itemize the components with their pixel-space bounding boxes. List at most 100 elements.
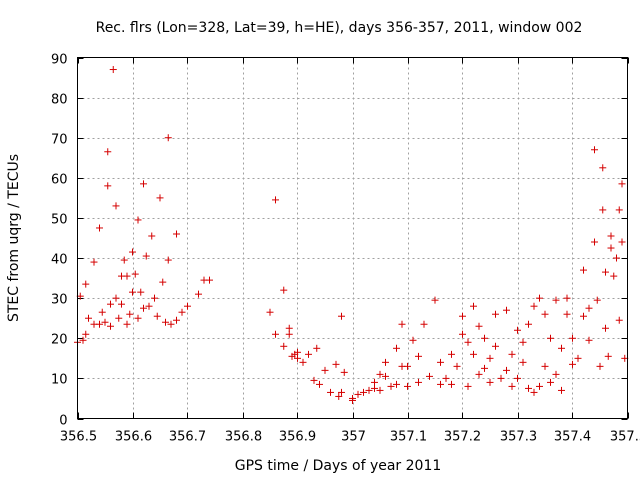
- data-point: [316, 380, 323, 388]
- data-point: [90, 258, 98, 266]
- y-tick-label: 40: [51, 253, 68, 268]
- x-tick-label: 356.7: [169, 430, 206, 445]
- data-point: [602, 324, 609, 332]
- data-point: [96, 224, 103, 232]
- axis-ticks: [77, 57, 629, 420]
- data-point: [607, 244, 615, 252]
- data-point: [459, 312, 466, 320]
- data-point: [591, 146, 598, 154]
- data-point: [547, 378, 554, 386]
- data-point: [129, 288, 136, 296]
- data-point: [415, 378, 422, 386]
- data-point: [604, 352, 612, 360]
- x-tick-label: 356.8: [225, 430, 262, 445]
- data-point: [349, 396, 356, 404]
- data-point: [142, 252, 150, 260]
- data-point: [431, 296, 439, 304]
- data-point: [82, 280, 90, 288]
- data-point: [338, 312, 345, 320]
- data-point: [104, 182, 112, 190]
- data-point: [541, 362, 549, 370]
- x-tick-label: 357.4: [554, 430, 591, 445]
- x-tick-label: 356.9: [279, 430, 316, 445]
- data-point: [299, 358, 307, 366]
- data-point: [112, 294, 120, 302]
- chart-title: Rec. flrs (Lon=328, Lat=39, h=HE), days …: [96, 20, 583, 36]
- data-point: [148, 232, 156, 240]
- data-point: [569, 334, 576, 342]
- data-point: [332, 360, 340, 368]
- x-tick-label: 356.6: [115, 430, 152, 445]
- data-point: [162, 318, 169, 326]
- data-point: [415, 352, 422, 360]
- data-point: [437, 380, 444, 388]
- data-point: [82, 330, 90, 338]
- plot-frame: [77, 57, 628, 419]
- data-point: [98, 308, 106, 316]
- data-point: [558, 344, 565, 352]
- data-point: [585, 304, 593, 312]
- data-point: [101, 318, 109, 326]
- data-point: [448, 380, 455, 388]
- data-point: [591, 238, 598, 246]
- data-point: [376, 370, 384, 378]
- data-point: [280, 342, 288, 350]
- data-point: [453, 362, 461, 370]
- data-point: [107, 322, 114, 330]
- data-point: [387, 382, 395, 390]
- data-point: [151, 294, 158, 302]
- data-point: [536, 382, 543, 390]
- data-point: [610, 272, 618, 280]
- data-point: [475, 322, 483, 330]
- data-point: [79, 336, 87, 344]
- data-point: [123, 272, 131, 280]
- data-point: [123, 320, 131, 328]
- data-point: [530, 388, 538, 396]
- data-point: [563, 294, 571, 302]
- data-point: [615, 316, 623, 324]
- data-point: [109, 66, 117, 74]
- data-point: [327, 388, 334, 396]
- data-point: [126, 310, 134, 318]
- data-point: [371, 384, 378, 392]
- data-point: [371, 378, 378, 386]
- y-tick-label: 10: [51, 373, 68, 388]
- data-point: [552, 370, 560, 378]
- x-tick-label: 357: [341, 430, 366, 445]
- data-point: [137, 288, 145, 296]
- data-point: [599, 164, 607, 172]
- y-tick-labels: 0 10 20 30 40 50 60 70 80 90: [51, 53, 68, 429]
- data-point: [448, 350, 455, 358]
- data-point: [492, 310, 499, 318]
- data-point: [118, 300, 125, 308]
- data-point: [519, 358, 527, 366]
- data-point: [184, 302, 191, 310]
- data-point: [376, 386, 384, 394]
- data-point: [382, 372, 389, 380]
- data-point: [310, 376, 318, 384]
- data-point: [519, 338, 527, 346]
- data-point: [503, 306, 510, 314]
- data-point: [525, 320, 532, 328]
- y-tick-label: 0: [59, 414, 67, 429]
- y-tick-label: 30: [51, 293, 68, 308]
- data-point: [112, 202, 120, 210]
- data-point: [360, 388, 367, 396]
- x-tick-label: 356.5: [60, 430, 97, 445]
- data-point: [508, 350, 516, 358]
- data-point: [486, 354, 494, 362]
- data-point: [159, 278, 167, 286]
- x-tick-label: 357.5: [610, 430, 640, 445]
- data-point: [145, 302, 153, 310]
- data-point: [464, 338, 472, 346]
- data-point: [134, 314, 142, 322]
- y-tick-label: 70: [51, 133, 68, 148]
- data-point: [503, 366, 510, 374]
- data-point: [393, 380, 400, 388]
- data-point: [409, 336, 417, 344]
- data-point: [580, 312, 587, 320]
- data-point: [156, 194, 164, 202]
- data-point: [558, 386, 565, 394]
- data-point: [459, 330, 466, 338]
- data-point: [404, 382, 411, 390]
